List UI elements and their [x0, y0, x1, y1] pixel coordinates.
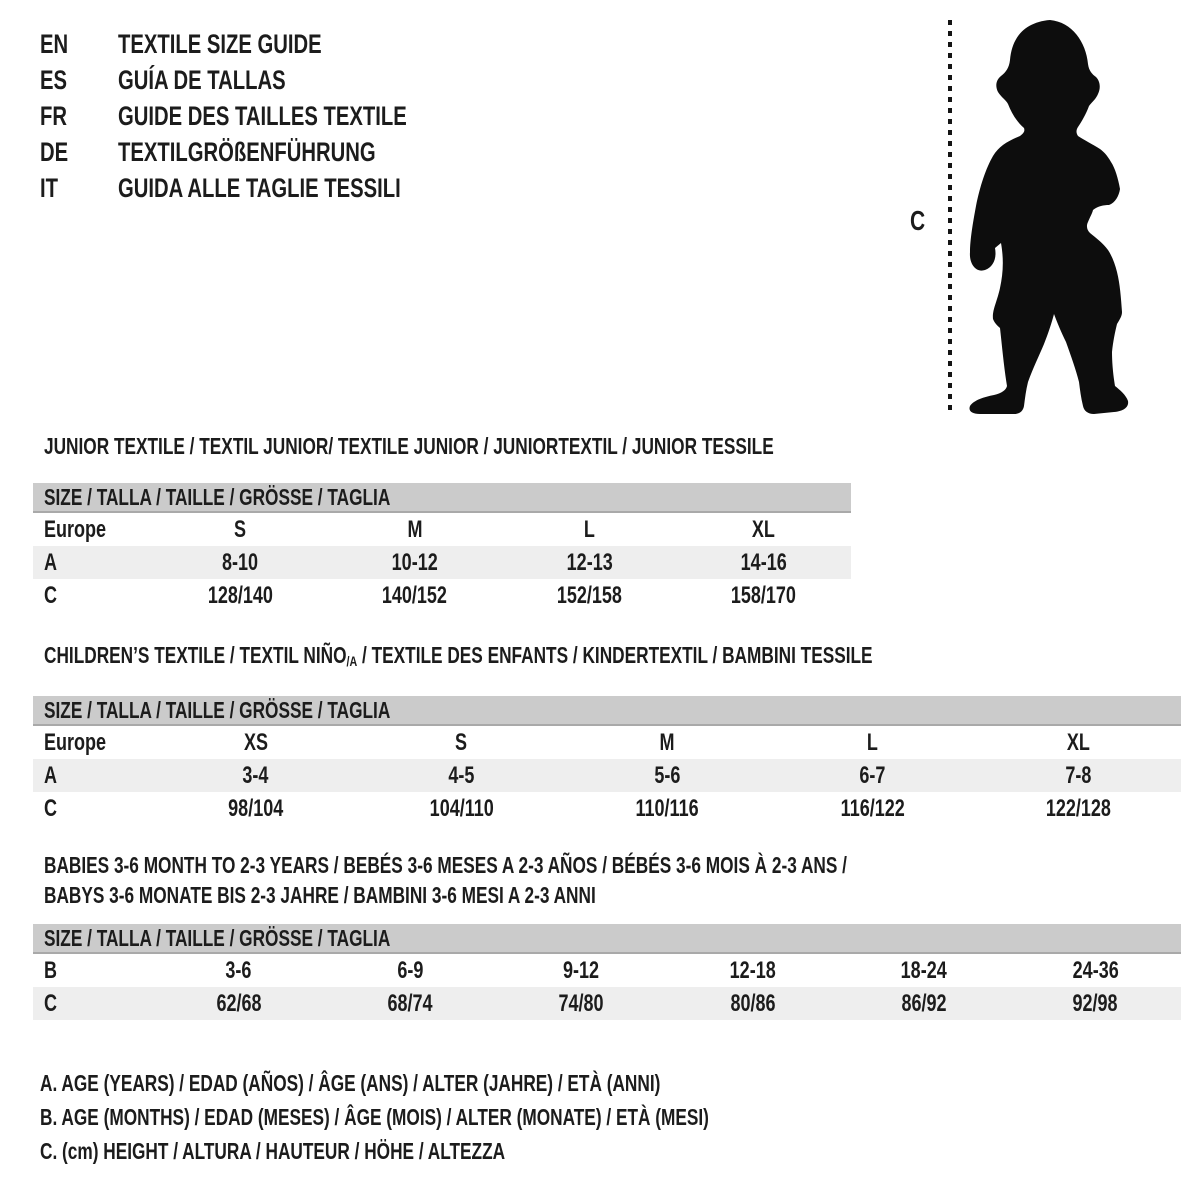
size-header-bar: SIZE / TALLA / TAILLE / GRÖSSE / TAGLIA — [33, 483, 851, 513]
height-cell: 140/152 — [382, 581, 448, 609]
row-label: Europe — [44, 515, 107, 543]
row-label: C — [44, 581, 58, 609]
section-title-babies: BABIES 3-6 MONTH TO 2-3 YEARS / BEBÉS 3-… — [44, 852, 847, 908]
table-row-europe: Europe XS S M L XL — [33, 725, 1181, 759]
size-table-babies: SIZE / TALLA / TAILLE / GRÖSSE / TAGLIA … — [33, 924, 1181, 1020]
height-cell: 62/68 — [216, 989, 262, 1017]
guide-title-de: TEXTILGRÖßENFÜHRUNG — [118, 137, 376, 167]
months-cell: 9-12 — [563, 956, 600, 984]
row-label: A — [44, 761, 58, 789]
height-cell: 68/74 — [387, 989, 433, 1017]
row-label: C — [44, 794, 58, 822]
table-row-height: C 128/140 140/152 152/158 158/170 — [33, 579, 851, 612]
table-row-age: A 8-10 10-12 12-13 14-16 — [33, 546, 851, 579]
row-label: Europe — [44, 728, 107, 756]
size-cell: L — [583, 515, 595, 543]
months-cell: 6-9 — [396, 956, 423, 984]
height-cell: 86/92 — [901, 989, 947, 1017]
size-header-label: SIZE / TALLA / TAILLE / GRÖSSE / TAGLIA — [44, 483, 391, 510]
guide-title-en: TEXTILE SIZE GUIDE — [118, 29, 322, 59]
table-row-age: A 3-4 4-5 5-6 6-7 7-8 — [33, 759, 1181, 792]
height-marker-label: C — [910, 205, 926, 236]
language-row-fr: FR GUIDE DES TAILLES TEXTILE — [40, 98, 503, 134]
language-row-de: DE TEXTILGRÖßENFÜHRUNG — [40, 134, 503, 170]
age-cell: 14-16 — [740, 548, 787, 576]
age-cell: 5-6 — [653, 761, 680, 789]
language-code: ES — [40, 65, 68, 95]
months-cell: 24-36 — [1072, 956, 1119, 984]
height-cell: 98/104 — [228, 794, 284, 822]
size-table-children: SIZE / TALLA / TAILLE / GRÖSSE / TAGLIA … — [33, 696, 1181, 825]
months-cell: 3-6 — [225, 956, 252, 984]
guide-title-it: GUIDA ALLE TAGLIE TESSILI — [118, 173, 401, 203]
section-babies-textile: BABIES 3-6 MONTH TO 2-3 YEARS / BEBÉS 3-… — [33, 850, 1181, 1020]
size-cell: M — [659, 728, 675, 756]
months-cell: 18-24 — [900, 956, 947, 984]
language-row-es: ES GUÍA DE TALLAS — [40, 62, 503, 98]
section-junior-textile: JUNIOR TEXTILE / TEXTIL JUNIOR/ TEXTILE … — [33, 432, 851, 612]
height-cell: 122/128 — [1045, 794, 1111, 822]
size-cell: S — [234, 515, 247, 543]
legend-line-a: A. AGE (YEARS) / EDAD (AÑOS) / ÂGE (ANS)… — [40, 1070, 661, 1096]
months-cell: 12-18 — [729, 956, 776, 984]
row-label: B — [44, 956, 58, 984]
section-title-junior: JUNIOR TEXTILE / TEXTIL JUNIOR/ TEXTILE … — [44, 433, 774, 459]
size-header-label: SIZE / TALLA / TAILLE / GRÖSSE / TAGLIA — [44, 696, 391, 723]
guide-title-es: GUÍA DE TALLAS — [118, 65, 286, 95]
size-cell: L — [867, 728, 879, 756]
size-cell: XL — [1066, 728, 1090, 756]
section-title-children: CHILDREN’S TEXTILE / TEXTIL NIÑO/A / TEX… — [44, 642, 873, 671]
height-cell: 92/98 — [1072, 989, 1118, 1017]
language-code: DE — [40, 137, 69, 167]
measurement-legend: A. AGE (YEARS) / EDAD (AÑOS) / ÂGE (ANS)… — [40, 1066, 932, 1168]
nino-a-subscript: /A — [346, 654, 358, 671]
language-code: IT — [40, 173, 58, 203]
height-cell: 152/158 — [556, 581, 622, 609]
section-children-textile: CHILDREN’S TEXTILE / TEXTIL NIÑO/A / TEX… — [33, 641, 1181, 825]
age-cell: 12-13 — [566, 548, 613, 576]
language-row-en: EN TEXTILE SIZE GUIDE — [40, 26, 503, 62]
height-cell: 128/140 — [207, 581, 273, 609]
row-label: A — [44, 548, 58, 576]
table-row-height: C 62/68 68/74 74/80 80/86 86/92 92/98 — [33, 987, 1181, 1020]
legend-line-c: C. (cm) HEIGHT / ALTURA / HAUTEUR / HÖHE… — [40, 1138, 506, 1164]
age-cell: 3-4 — [242, 761, 269, 789]
size-cell: XS — [243, 728, 268, 756]
age-cell: 8-10 — [222, 548, 259, 576]
size-header-label: SIZE / TALLA / TAILLE / GRÖSSE / TAGLIA — [44, 924, 391, 951]
guide-title-fr: GUIDE DES TAILLES TEXTILE — [118, 101, 407, 131]
legend-line-b: B. AGE (MONTHS) / EDAD (MESES) / ÂGE (MO… — [40, 1104, 709, 1130]
age-cell: 7-8 — [1065, 761, 1092, 789]
height-cell: 104/110 — [429, 794, 494, 822]
language-row-it: IT GUIDA ALLE TAGLIE TESSILI — [40, 170, 503, 206]
language-code: FR — [40, 101, 67, 131]
size-header-bar: SIZE / TALLA / TAILLE / GRÖSSE / TAGLIA — [33, 696, 1181, 726]
size-cell: XL — [752, 515, 776, 543]
table-row-months: B 3-6 6-9 9-12 12-18 18-24 24-36 — [33, 953, 1181, 987]
size-cell: M — [407, 515, 423, 543]
age-cell: 4-5 — [448, 761, 475, 789]
size-header-bar: SIZE / TALLA / TAILLE / GRÖSSE / TAGLIA — [33, 924, 1181, 954]
table-row-height: C 98/104 104/110 110/116 116/122 122/128 — [33, 792, 1181, 825]
height-cell: 80/86 — [730, 989, 776, 1017]
height-cell: 116/122 — [840, 794, 905, 822]
height-cell: 158/170 — [731, 581, 797, 609]
height-measure-dashed-line — [948, 20, 952, 416]
age-cell: 6-7 — [859, 761, 886, 789]
height-cell: 74/80 — [558, 989, 604, 1017]
baby-silhouette-icon — [969, 20, 1129, 414]
size-table-junior: SIZE / TALLA / TAILLE / GRÖSSE / TAGLIA … — [33, 483, 851, 612]
age-cell: 10-12 — [391, 548, 438, 576]
language-title-list: EN TEXTILE SIZE GUIDE ES GUÍA DE TALLAS … — [40, 26, 503, 206]
table-row-europe: Europe S M L XL — [33, 512, 851, 546]
size-cell: S — [455, 728, 468, 756]
language-code: EN — [40, 29, 69, 59]
height-cell: 110/116 — [635, 794, 699, 822]
row-label: C — [44, 989, 58, 1017]
